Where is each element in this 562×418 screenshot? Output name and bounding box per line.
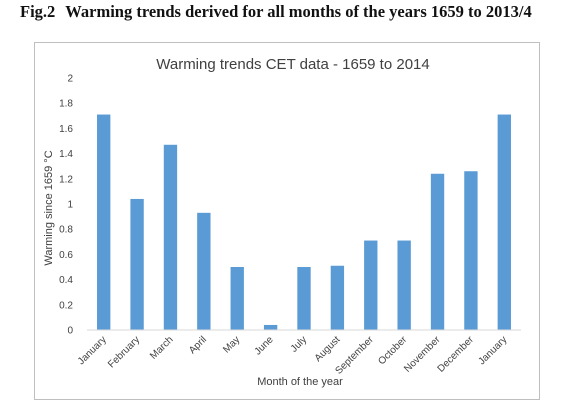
x-tick-label: August — [313, 334, 343, 364]
y-tick-label: 2 — [67, 74, 73, 85]
chart-title: Warming trends CET data - 1659 to 2014 — [156, 56, 429, 73]
bar — [97, 114, 111, 330]
bar — [163, 144, 178, 330]
figure-caption: Fig.2 Warming trends derived for all mont… — [20, 2, 532, 22]
bar — [263, 324, 278, 330]
bar — [330, 265, 345, 330]
figure-caption-text: Warming trends derived for all months of… — [65, 2, 532, 21]
y-tick-label: 1.6 — [59, 124, 73, 135]
x-tick-label: October — [376, 334, 409, 367]
y-tick-label: 1 — [67, 200, 73, 211]
bar-chart: Warming trends CET data - 1659 to 2014 W… — [43, 56, 521, 388]
chart-area: Warming trends CET data - 1659 to 2014 W… — [34, 42, 540, 400]
x-tick-label: February — [106, 334, 142, 370]
x-tick-label: May — [221, 334, 242, 355]
x-tick-label: April — [187, 334, 209, 356]
y-tick-label: 1.8 — [59, 99, 73, 110]
bar — [364, 240, 378, 330]
bar — [297, 267, 311, 330]
y-axis-label: Warming since 1659 °C — [43, 150, 55, 265]
y-tick-label: 1.4 — [59, 149, 73, 160]
x-axis-label: Month of the year — [257, 376, 343, 388]
figure-number: Fig.2 — [20, 2, 56, 21]
x-tick-label: January — [476, 334, 509, 367]
bar — [397, 240, 411, 330]
bar — [430, 173, 445, 330]
bars — [97, 114, 511, 330]
x-tick-label: December — [436, 334, 477, 375]
y-tick-label: 0.8 — [59, 225, 73, 236]
x-tick-label: June — [253, 334, 276, 357]
x-tick-label: July — [289, 334, 309, 354]
y-tick-label: 1.2 — [59, 174, 73, 185]
y-tick-label: 0.4 — [59, 275, 73, 286]
y-tick-label: 0.6 — [59, 250, 73, 261]
bar — [197, 212, 211, 330]
x-tick-label: January — [76, 334, 109, 367]
y-axis-ticks: 0 0.2 0.4 0.6 0.8 1 1.2 1.4 1.6 1.8 2 — [59, 74, 73, 337]
x-tick-label: March — [148, 334, 175, 361]
y-tick-label: 0.2 — [59, 300, 73, 311]
bar — [497, 114, 511, 330]
bar — [464, 171, 478, 330]
bar — [130, 198, 144, 330]
bar — [230, 267, 244, 330]
y-tick-label: 0 — [67, 326, 73, 337]
